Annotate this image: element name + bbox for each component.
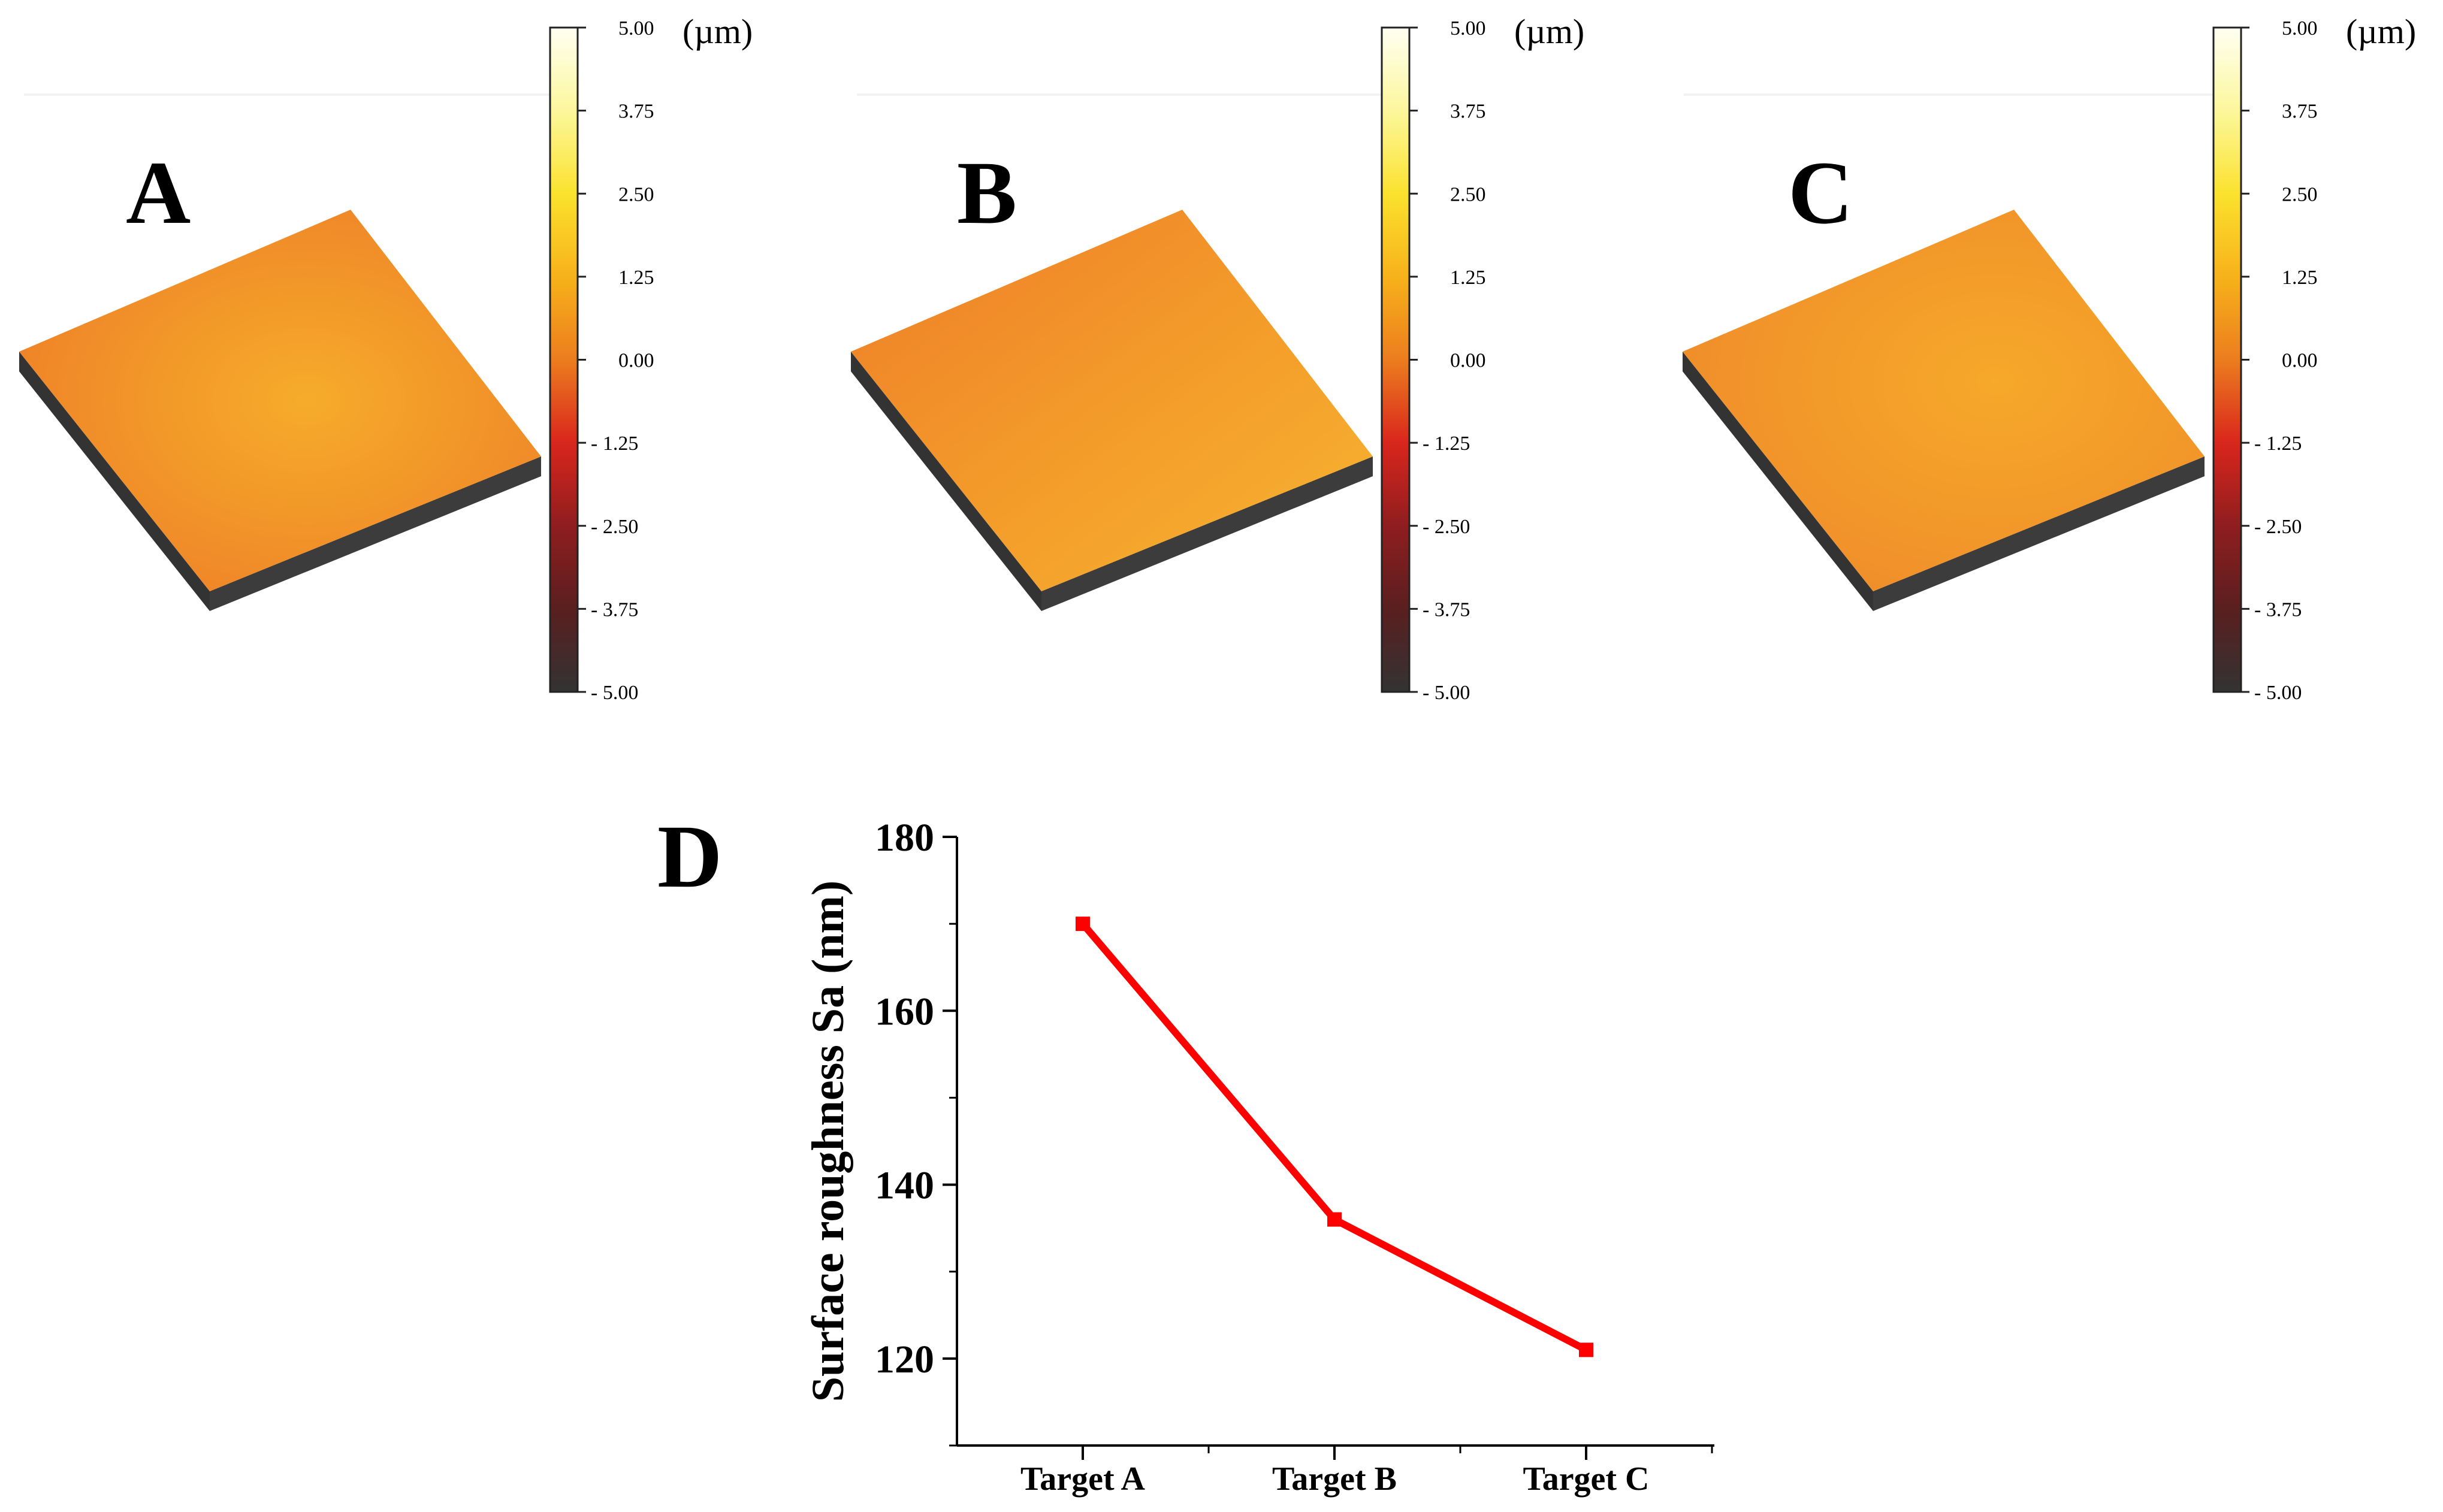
colorbar-tick-label: - 2.50 — [2254, 516, 2302, 538]
colorbar-tick-label: 2.50 — [1450, 183, 1486, 205]
panel-c-surface-map: C — [1683, 143, 2205, 611]
colorbar: 5.00 3.75 2.50 1.25 0.00 - 1.25 - 2.50 - 3.75 - … — [1381, 12, 1584, 704]
panel-b-surface-map: B — [851, 143, 1373, 611]
surface-side-right — [210, 456, 541, 611]
y-tick-label: 160 — [875, 990, 934, 1033]
colorbar-tick-label: 0.00 — [618, 350, 654, 372]
series-line — [1080, 921, 1588, 1353]
surface-side-left — [19, 352, 210, 611]
y-tick-label: 180 — [875, 816, 934, 860]
panel-d-line-chart: D 120 140 160 180 Target A Target B Target C S… — [657, 807, 1714, 1498]
colorbar-tick-label: 3.75 — [618, 101, 654, 123]
colorbar-tick-label: - 1.25 — [591, 433, 638, 455]
colorbars: 5.00 3.75 2.50 1.25 0.00 - 1.25 - 2.50 - 3.75 - … — [549, 12, 2416, 704]
colorbar-unit-label: (µm) — [683, 12, 753, 51]
colorbar-tick-label: 5.00 — [1450, 17, 1486, 40]
colorbar: 5.00 3.75 2.50 1.25 0.00 - 1.25 - 2.50 - 3.75 - … — [2212, 12, 2416, 704]
colorbar-unit-label: (µm) — [2346, 12, 2416, 51]
colorbar-tick-label: 5.00 — [2282, 17, 2318, 40]
colorbar-tick-label: 0.00 — [1450, 350, 1486, 372]
colorbar-bar — [2212, 26, 2242, 693]
panel-letter-d: D — [657, 807, 722, 906]
panel-letter-b: B — [957, 143, 1017, 243]
surface-top — [19, 210, 541, 591]
colorbar-tick-label: 2.50 — [2282, 183, 2318, 205]
colorbar-tick-label: 3.75 — [1450, 101, 1486, 123]
colorbar-tick-label: - 5.00 — [2254, 682, 2302, 704]
colorbar-tick-label: 1.25 — [1450, 267, 1486, 289]
colorbar-tick-label: 1.25 — [618, 267, 654, 289]
colorbar-tick-label: - 2.50 — [1423, 516, 1470, 538]
colorbar-tick-label: 5.00 — [618, 17, 654, 40]
y-axis-label: Surface roughness Sa (nm) — [803, 881, 853, 1402]
surface-side-left — [851, 352, 1041, 611]
series-marker — [1327, 1212, 1342, 1227]
panel-letter-c: C — [1788, 143, 1853, 243]
surface-side-left — [1683, 352, 1873, 611]
series-marker — [1076, 917, 1090, 932]
colorbar-tick-label: - 3.75 — [591, 598, 638, 621]
chart-axes: 120 140 160 180 Target A Target B Target C — [875, 816, 1714, 1498]
colorbar-tick-label: 0.00 — [2282, 350, 2318, 372]
colorbar-tick-label: - 1.25 — [1423, 433, 1470, 455]
series-marker — [1579, 1342, 1593, 1357]
colorbar-bar — [549, 26, 579, 693]
colorbar-bar — [1381, 26, 1411, 693]
colorbar-tick-label: - 2.50 — [591, 516, 638, 538]
y-tick-label: 120 — [875, 1338, 934, 1381]
colorbar-tick-label: - 3.75 — [2254, 598, 2302, 621]
surface-top — [1683, 210, 2205, 591]
chart-series — [1076, 917, 1593, 1357]
colorbar-tick-label: 1.25 — [2282, 267, 2318, 289]
x-tick-label: Target C — [1523, 1460, 1649, 1498]
colorbar-tick-label: 3.75 — [2282, 101, 2318, 123]
colorbar: 5.00 3.75 2.50 1.25 0.00 - 1.25 - 2.50 - 3.75 - … — [549, 12, 753, 704]
y-tick-label: 140 — [875, 1164, 934, 1208]
surface-side-right — [1873, 456, 2205, 611]
colorbar-tick-label: - 5.00 — [1423, 682, 1470, 704]
colorbar-tick-label: - 1.25 — [2254, 433, 2302, 455]
surface-top — [851, 210, 1373, 591]
colorbar-tick-label: - 3.75 — [1423, 598, 1470, 621]
x-tick-label: Target A — [1020, 1460, 1145, 1498]
panel-a-surface-map: A — [19, 143, 541, 611]
colorbar-unit-label: (µm) — [1514, 12, 1584, 51]
colorbar-tick-label: - 5.00 — [591, 682, 638, 704]
panel-letter-a: A — [126, 143, 191, 243]
colorbar-tick-label: 2.50 — [618, 183, 654, 205]
surface-side-right — [1041, 456, 1373, 611]
x-tick-label: Target B — [1272, 1460, 1397, 1498]
